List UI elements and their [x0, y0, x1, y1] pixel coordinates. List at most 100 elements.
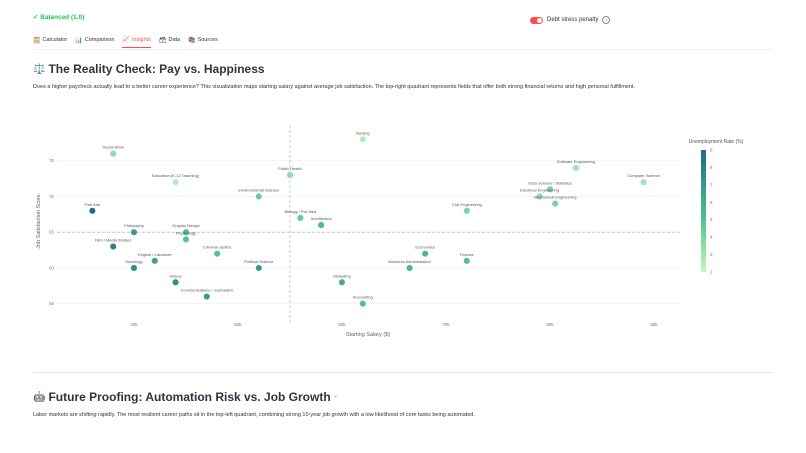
data-point[interactable]	[463, 207, 471, 215]
data-point[interactable]	[536, 193, 544, 200]
data-point[interactable]	[109, 243, 117, 250]
point-label: Social Work	[103, 145, 124, 150]
tab-divider	[33, 49, 773, 50]
x-axis-title: Starting Salary ($)	[346, 332, 390, 338]
points: Social Work Education (K-12 Teaching) Fine…	[84, 130, 661, 308]
section-heading: Future Proofing: Automation Risk vs. Job…	[48, 390, 331, 404]
data-point[interactable]	[130, 228, 138, 236]
data-point[interactable]	[296, 214, 304, 222]
data-point[interactable]	[151, 257, 159, 265]
preset-status: ✓ Balanced (1.0)	[33, 14, 85, 21]
data-point[interactable]	[286, 171, 294, 179]
x-tick-label: 80k	[546, 322, 554, 327]
point-label: Business Administration	[388, 259, 430, 264]
data-point[interactable]	[255, 264, 263, 272]
data-point[interactable]	[317, 221, 325, 229]
data-point[interactable]	[213, 250, 221, 258]
point-label: Environmental Science	[238, 187, 280, 192]
data-point[interactable]	[182, 235, 190, 243]
section-title-future-proofing: 🤖 Future Proofing: Automation Risk vs. J…	[33, 390, 337, 404]
x-tick-label: 90k	[650, 322, 658, 327]
data-point[interactable]	[255, 193, 263, 200]
data-point[interactable]	[406, 264, 414, 272]
point-label: Software Engineering	[557, 159, 595, 164]
point-label: Criminal Justice	[203, 245, 232, 250]
section-divider	[33, 372, 773, 373]
data-point[interactable]	[109, 150, 117, 158]
calculator-icon: 🧮	[33, 37, 41, 44]
colorbar-tick-label: 3	[710, 252, 713, 257]
tab-calculator[interactable]: 🧮 Calculator	[33, 36, 67, 48]
point-label: Electrical Engineering	[520, 187, 559, 192]
point-label: Psychology	[176, 230, 196, 235]
point-label: Nursing	[356, 130, 370, 135]
tab-sources[interactable]: 📚 Sources	[188, 36, 218, 48]
tab-label: Comparison	[84, 37, 115, 43]
colorbar-title: Unemployment Rate (%)	[689, 139, 744, 145]
y-tick-label: 60	[49, 265, 55, 270]
scales-icon: ⚖️	[33, 63, 46, 75]
x-tick-label: 50k	[234, 322, 242, 327]
tab-label: Sources	[197, 37, 218, 43]
data-point[interactable]	[172, 178, 180, 186]
colorbar-tick-label: 5	[710, 217, 713, 222]
section-description: Does a higher paycheck actually lead to …	[33, 84, 635, 90]
point-label: Political Science	[244, 259, 274, 264]
point-label: Education (K-12 Teaching)	[152, 173, 200, 178]
anchor-link-icon[interactable]: ∞	[333, 394, 338, 400]
y-tick-label: 55	[49, 301, 55, 306]
tab-insights[interactable]: 📈 Insights	[122, 36, 151, 48]
debt-stress-label: Debt stress penalty	[547, 17, 599, 23]
tab-data[interactable]: 🗃 Data	[159, 36, 180, 48]
axes: 55 60 65 70 75 40k 50k 60k 70k 80k 90k Starting Sal…	[36, 125, 680, 338]
point-label: Computer Science	[627, 173, 661, 178]
data-point[interactable]	[130, 264, 138, 272]
line-chart-icon: 📈	[122, 37, 130, 43]
point-label: Fine Arts	[84, 202, 100, 207]
colorbar-tick-label: 9	[710, 148, 713, 153]
tab-comparison[interactable]: 📊 Comparison	[75, 36, 114, 48]
colorbar-tick-label: 8	[710, 165, 713, 170]
help-icon[interactable]: ?	[602, 16, 611, 24]
data-point[interactable]	[182, 228, 190, 236]
section-description: Labor markets are shifting rapidly. The …	[33, 412, 475, 418]
y-axis-title: Job Satisfaction Score	[36, 194, 42, 249]
data-point[interactable]	[359, 300, 367, 308]
tab-label: Calculator	[42, 37, 68, 43]
point-label: Biology / Pre-Med	[284, 209, 316, 214]
tab-bar: 🧮 Calculator 📊 Comparison 📈 Insights 🗃 Data …	[33, 36, 218, 48]
data-point[interactable]	[572, 164, 580, 172]
point-label: Graphic Design	[172, 223, 200, 228]
colorbar-gradient	[701, 150, 706, 272]
tab-label: Data	[168, 37, 181, 43]
data-point[interactable]	[359, 135, 367, 143]
data-point[interactable]	[463, 257, 471, 265]
point-label: History	[169, 273, 181, 278]
data-point[interactable]	[88, 207, 96, 215]
data-point[interactable]	[551, 200, 559, 208]
point-label: Communications / Journalism	[181, 288, 234, 293]
tab-label: Insights	[131, 36, 151, 43]
data-point[interactable]	[172, 278, 180, 286]
debt-stress-toggle-row[interactable]: Debt stress penalty ?	[530, 16, 611, 24]
data-point[interactable]	[203, 293, 211, 301]
point-label: Civil Engineering	[452, 202, 482, 207]
section-heading: The Reality Check: Pay vs. Happiness	[48, 62, 265, 76]
data-point[interactable]	[421, 250, 429, 258]
point-label: Economics	[415, 245, 435, 250]
debt-stress-toggle[interactable]	[530, 16, 543, 24]
point-label: Data Science / Statistics	[528, 180, 571, 185]
point-label: Finance	[460, 252, 475, 257]
data-point[interactable]	[338, 278, 346, 286]
data-point[interactable]	[546, 185, 554, 193]
x-tick-label: 70k	[442, 322, 450, 327]
y-tick-label: 70	[49, 194, 55, 199]
point-label: Public Health	[278, 166, 302, 171]
data-point[interactable]	[640, 178, 648, 186]
point-label: Marketing	[333, 273, 351, 278]
section-title-pay-happiness: ⚖️ The Reality Check: Pay vs. Happiness	[33, 62, 265, 76]
colorbar-tick-label: 4	[710, 235, 713, 240]
colorbar-tick-label: 7	[710, 182, 713, 187]
point-label: Philosophy	[124, 223, 144, 228]
